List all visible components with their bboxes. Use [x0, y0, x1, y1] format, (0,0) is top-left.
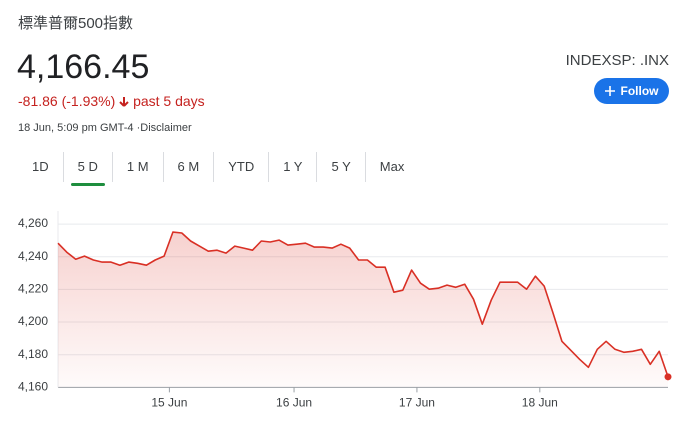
ticker: INDEXSP: .INX	[565, 52, 669, 69]
y-tick-label: 4,260	[18, 216, 48, 230]
follow-label: Follow	[620, 84, 659, 98]
x-tick-label: 15 Jun	[151, 396, 187, 410]
y-tick-label: 4,240	[18, 249, 48, 263]
plus-icon	[604, 86, 615, 96]
range-tab[interactable]: 1 Y	[269, 152, 318, 182]
y-tick-label: 4,160	[18, 380, 48, 394]
range-tab[interactable]: 6 M	[164, 152, 215, 182]
price-line	[57, 231, 669, 378]
x-tick-label: 16 Jun	[276, 396, 312, 410]
range-tab[interactable]: 5 Y	[317, 152, 366, 182]
area	[58, 232, 668, 388]
range-tab[interactable]: 5 D	[64, 152, 113, 186]
change-value: -81.86 (-1.93%)	[18, 93, 116, 109]
follow-button[interactable]: Follow	[594, 78, 669, 104]
y-tick-label: 4,180	[18, 347, 48, 361]
timestamp-line: 18 Jun, 5:09 pm GMT-4 ·Disclaimer	[18, 122, 192, 134]
change: -81.86 (-1.93%) past 5 days	[18, 93, 205, 109]
range-tab[interactable]: YTD	[214, 152, 270, 182]
range-tab[interactable]: 1D	[18, 152, 64, 182]
index-title: 標準普爾500指數	[18, 15, 134, 32]
range-tab[interactable]: 1 M	[113, 152, 164, 182]
x-tick-label: 17 Jun	[399, 396, 435, 410]
last-point	[664, 373, 672, 381]
timestamp: 18 Jun, 5:09 pm GMT-4	[18, 122, 134, 134]
y-tick-label: 4,220	[18, 282, 48, 296]
x-tick-label: 18 Jun	[522, 396, 558, 410]
price: 4,166.45	[17, 48, 150, 86]
change-period: past 5 days	[133, 93, 205, 109]
y-tick-label: 4,200	[18, 314, 48, 328]
range-tab[interactable]: Max	[379, 159, 405, 174]
disclaimer[interactable]: Disclaimer	[140, 122, 192, 134]
down-arrow	[119, 97, 129, 107]
